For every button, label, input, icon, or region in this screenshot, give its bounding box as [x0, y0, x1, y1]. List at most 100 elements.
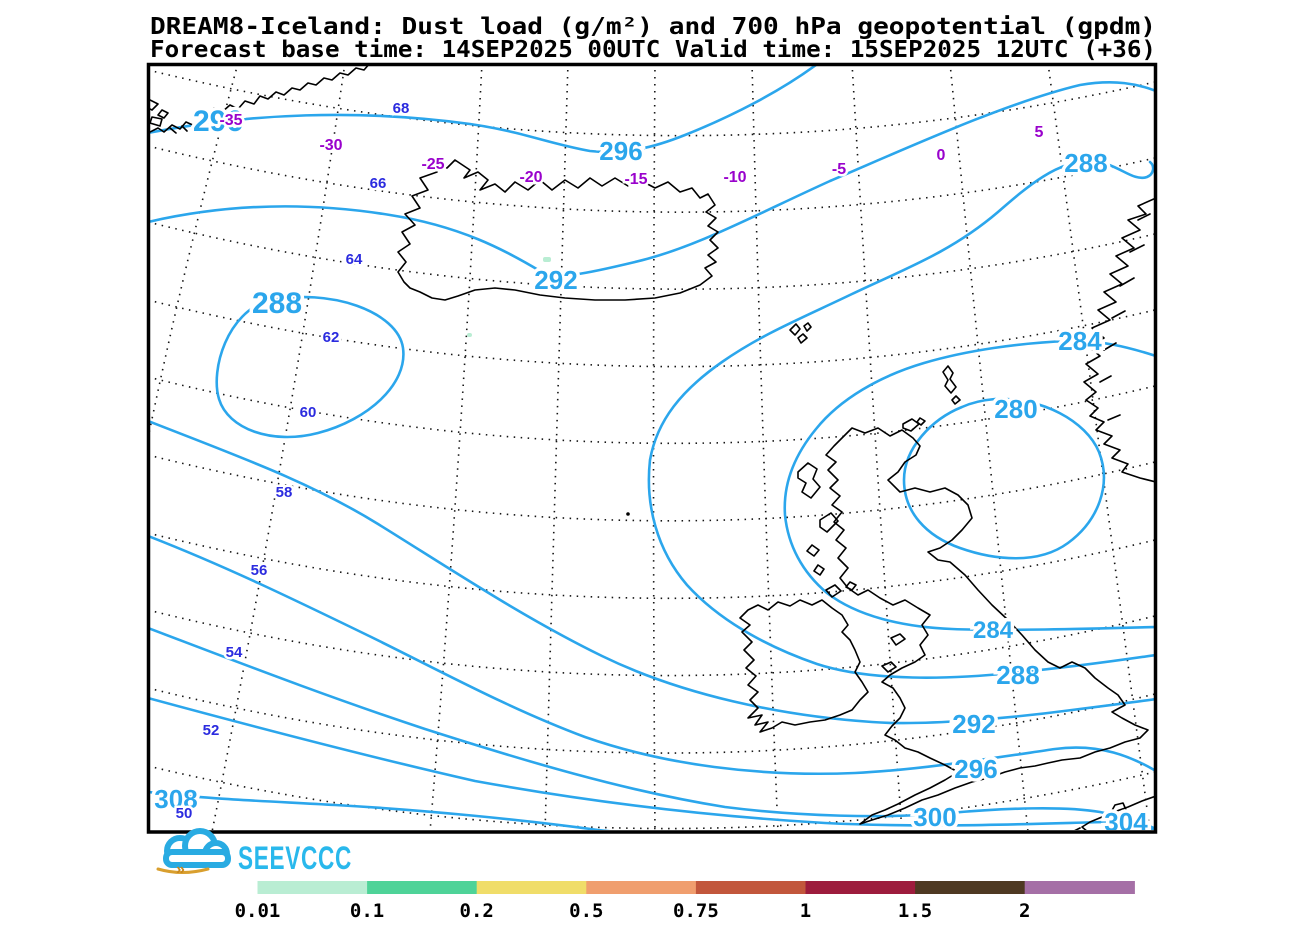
coastlines [150, 66, 1154, 830]
norway-fjords [1099, 213, 1151, 421]
colorbar-segment [257, 881, 368, 894]
orkney-coastline [902, 417, 926, 432]
lat-label-66: 66 [370, 175, 387, 192]
meridian-line [150, 66, 239, 433]
greenland-coastline [150, 66, 369, 133]
lat-label-64: 64 [346, 251, 363, 268]
parallel-line [150, 532, 1154, 600]
parallel-line [150, 687, 1154, 754]
parallel-line [150, 609, 1154, 677]
lon-label--25: -25 [421, 156, 444, 173]
geopotential-contour-300 [150, 627, 1154, 830]
geopotential-contour-296-west [150, 535, 1154, 776]
colorbar-segment [476, 881, 587, 894]
colorbar-segment [586, 881, 697, 894]
contour-label-304: 304 [1104, 807, 1148, 837]
logo-text: SEEVCCC [238, 840, 352, 876]
geopotential-contour-292-west [150, 420, 1154, 725]
parallel-line [150, 221, 1154, 290]
parallel-line [150, 376, 1154, 445]
colorbar-tick-label-0.75: 0.75 [673, 900, 719, 922]
lon-label--30: -30 [319, 137, 342, 154]
lat-label-68: 68 [393, 100, 410, 117]
lat-label-54: 54 [226, 644, 243, 661]
colorbar-tick-label-1: 1 [800, 900, 811, 922]
lon-label-0: 0 [937, 147, 946, 164]
lon-label--5: -5 [832, 161, 846, 178]
latitude-labels: 68 66 64 62 60 58 56 54 52 50 [173, 98, 412, 825]
shetland-coastline [942, 365, 961, 405]
contour-label-300: 300 [913, 802, 956, 832]
anglesey-coastline [881, 661, 897, 673]
norway-coastline [1083, 198, 1154, 483]
colorbar-segment [915, 881, 1026, 894]
longitude-labels: -35 -30 -25 -20 -15 -10 -5 0 5 [217, 110, 1046, 191]
lat-label-56: 56 [251, 562, 268, 579]
contour-label-308: 308 [154, 784, 197, 814]
colorbar-tick-label-0.2: 0.2 [460, 900, 494, 922]
geopotential-contours [150, 66, 1154, 830]
contour-label-296: 296 [599, 136, 642, 166]
lat-label-58: 58 [276, 484, 293, 501]
parallel-line [150, 145, 1154, 213]
colorbar-tick-label-1.5: 1.5 [898, 900, 932, 922]
iceland-coastline [397, 159, 719, 301]
france-coastline [1074, 795, 1154, 830]
parallel-line [150, 765, 1154, 830]
contour-label-296: 296 [193, 105, 243, 138]
dust-load-area [543, 257, 551, 262]
contour-label-292: 292 [534, 265, 577, 295]
cloud-icon [163, 828, 231, 868]
logo-swoosh [156, 867, 210, 874]
dust-load-colorbar: 0.01 0.1 0.2 0.5 0.75 1 1.5 2 [235, 881, 1135, 922]
hebrides-coastline [797, 462, 857, 598]
contour-label-288: 288 [252, 287, 302, 320]
contour-label-280: 280 [994, 394, 1037, 424]
ireland-coastline [739, 599, 869, 733]
geopotential-contour-288-closed-west [215, 295, 405, 439]
parallel-line [150, 299, 1154, 368]
geopotential-contour-280-closed [902, 397, 1106, 560]
contour-label-288: 288 [1064, 148, 1107, 178]
meridian-line [851, 66, 903, 830]
colorbar-segment [1024, 881, 1135, 894]
contour-label-296: 296 [954, 754, 997, 784]
meridian-line [751, 66, 779, 830]
lat-label-62: 62 [323, 329, 340, 346]
contour-label-292: 292 [952, 709, 995, 739]
meridian-line [1047, 66, 1151, 830]
colorbar-segment [805, 881, 916, 894]
contour-label-284: 284 [973, 617, 1014, 644]
contour-label-284: 284 [1058, 326, 1102, 356]
colorbar-tick-label-2: 2 [1019, 900, 1030, 922]
geopotential-contour-304 [150, 697, 1154, 830]
chart-title: DREAM8-Iceland: Dust load (g/m²) and 700… [150, 14, 1156, 40]
map-border [146, 62, 1158, 834]
colorbar-segment [695, 881, 807, 894]
great-britain-coastline [825, 427, 1149, 825]
geopotential-contour-284-wrap [783, 339, 1154, 632]
rockall-islet [626, 512, 630, 516]
lon-label--15: -15 [624, 171, 647, 188]
geopotential-contour-288-wrap [647, 159, 1154, 679]
lat-label-52: 52 [203, 722, 220, 739]
lon-label-5: 5 [1035, 124, 1044, 141]
chart-subtitle: Forecast base time: 14SEP2025 00UTC Vali… [150, 37, 1156, 63]
colorbar-tick-label-0.1: 0.1 [350, 900, 384, 922]
lat-label-60: 60 [300, 404, 317, 421]
isle-of-man-coastline [890, 633, 906, 646]
greenland-islets [150, 99, 188, 134]
geopotential-contour-292-upper [150, 81, 1154, 277]
lon-label--35: -35 [219, 112, 242, 129]
seevccc-logo: » SEEVCCC [156, 828, 352, 878]
geopotential-contour-296-upper [150, 66, 817, 154]
contour-label-288: 288 [996, 660, 1039, 690]
parallel-line [150, 69, 1154, 137]
colorbar-tick-label-0.01: 0.01 [235, 900, 281, 922]
parallel-line [150, 454, 1154, 522]
latlon-grid [150, 66, 1154, 830]
